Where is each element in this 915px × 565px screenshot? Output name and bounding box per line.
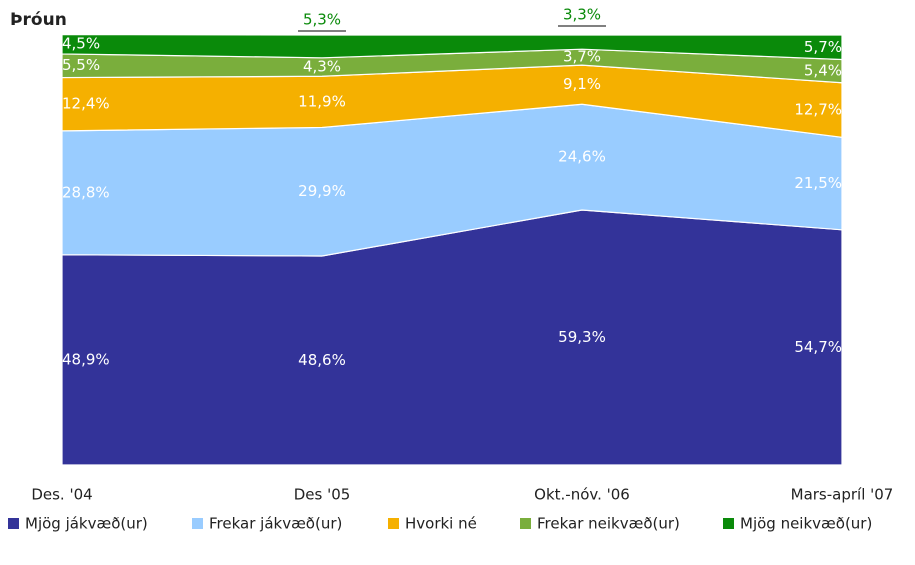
legend-swatch — [192, 518, 203, 529]
data-label: 5,5% — [62, 56, 100, 74]
legend-swatch — [388, 518, 399, 529]
data-label: 3,7% — [563, 48, 601, 66]
data-label: 5,4% — [804, 62, 842, 80]
label-box — [558, 4, 606, 26]
x-tick-label: Okt.-nóv. '06 — [534, 486, 630, 504]
legend-label: Frekar neikvæð(ur) — [537, 515, 680, 533]
data-label: 3,3% — [563, 6, 601, 24]
chart-title: Þróun — [10, 10, 67, 30]
legend-label: Frekar jákvæð(ur) — [209, 515, 342, 533]
data-label: 24,6% — [558, 148, 606, 166]
legend-swatch — [8, 518, 19, 529]
data-label: 12,4% — [62, 95, 110, 113]
data-label: 5,3% — [303, 11, 341, 29]
data-label: 54,7% — [794, 338, 842, 356]
data-label: 48,9% — [62, 350, 110, 368]
data-label: 4,3% — [303, 58, 341, 76]
area — [61, 33, 843, 61]
x-tick-label: Des. '04 — [31, 486, 92, 504]
legend-swatch — [723, 518, 734, 529]
data-label: 48,6% — [298, 351, 346, 369]
data-label: 9,1% — [563, 75, 601, 93]
x-tick-label: Mars-apríl '07 — [791, 486, 894, 504]
data-label: 59,3% — [558, 328, 606, 346]
legend-label: Hvorki né — [405, 515, 477, 533]
data-label: 4,5% — [62, 35, 100, 53]
label-box — [298, 9, 346, 31]
legend-label: Mjög neikvæð(ur) — [740, 515, 872, 533]
x-tick-label: Des '05 — [294, 486, 351, 504]
data-label: 21,5% — [794, 174, 842, 192]
data-label: 28,8% — [62, 183, 110, 201]
data-label: 5,7% — [804, 38, 842, 56]
legend-swatch — [520, 518, 531, 529]
legend-label: Mjög jákvæð(ur) — [25, 515, 148, 533]
data-label: 12,7% — [794, 101, 842, 119]
data-label: 29,9% — [298, 182, 346, 200]
data-label: 11,9% — [298, 92, 346, 110]
